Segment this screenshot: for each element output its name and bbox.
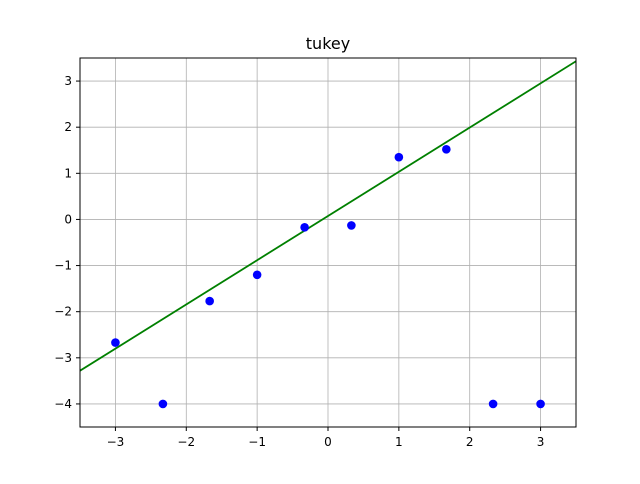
scatter-point <box>300 222 309 232</box>
x-tick-label: 2 <box>466 435 474 449</box>
scatter-point <box>111 338 120 347</box>
x-tick-label: 3 <box>537 435 545 449</box>
clipped-plot-group <box>80 60 576 409</box>
x-tick-label: 1 <box>395 435 403 449</box>
axis-layer: −3 −2 −1 0 1 2 3 −4 −3 −2 −1 0 1 2 3 <box>54 57 577 449</box>
scatter-point <box>158 399 168 409</box>
scatter-point <box>442 145 451 154</box>
scatter-point <box>347 221 356 230</box>
y-tick-label: −4 <box>54 397 72 411</box>
scatter-point <box>252 270 262 280</box>
fit-line <box>80 60 576 372</box>
y-tick-label: 0 <box>64 212 72 226</box>
x-tick-label: −2 <box>177 435 195 449</box>
y-tick-label: 3 <box>64 74 72 88</box>
plot-layer <box>80 60 576 409</box>
scatter-point <box>536 399 545 409</box>
grid-layer <box>80 58 576 427</box>
x-tick-label: −1 <box>248 435 266 449</box>
scatter-point <box>488 399 498 409</box>
scatter-point <box>205 296 214 306</box>
y-tick-label: −2 <box>54 305 72 319</box>
chart-title: tukey <box>306 34 350 53</box>
y-tick-label: −1 <box>54 259 72 273</box>
x-tick-label: 0 <box>324 435 332 449</box>
x-tick-label: −3 <box>107 435 125 449</box>
y-tick-label: 1 <box>64 166 72 180</box>
y-tick-label: 2 <box>64 120 72 134</box>
y-tick-label: −3 <box>54 351 72 365</box>
scatter-point <box>394 152 404 162</box>
